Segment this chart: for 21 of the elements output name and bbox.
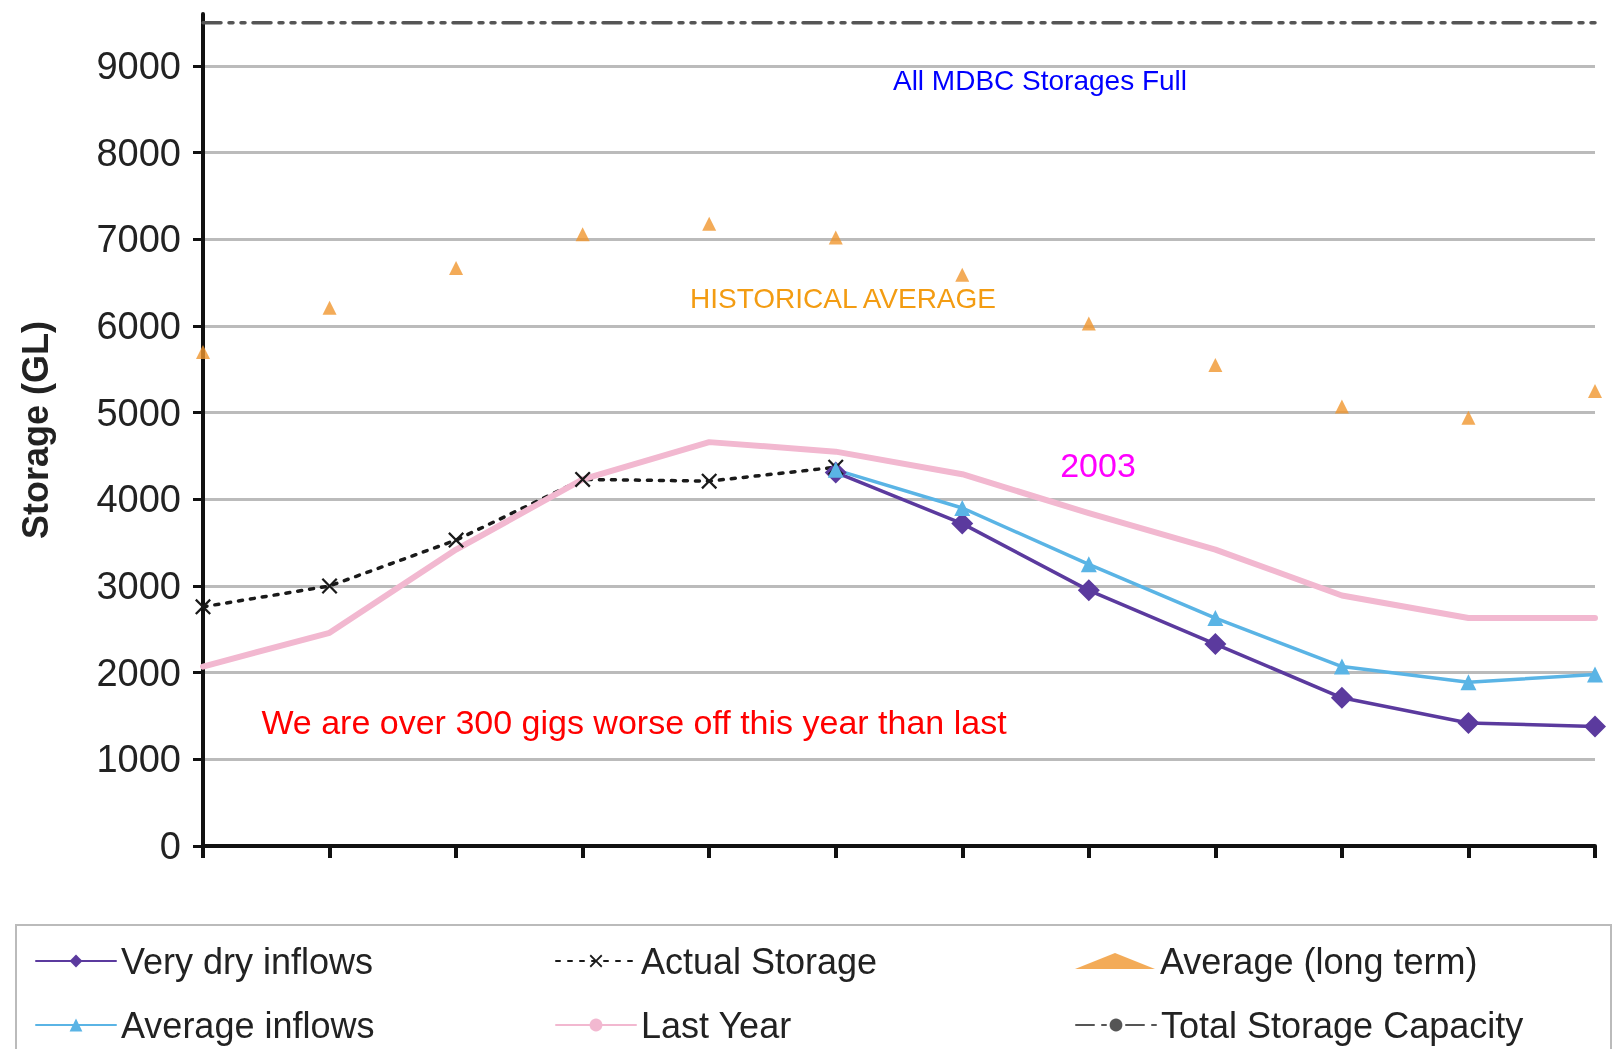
y-tick-label: 3000	[96, 565, 181, 607]
annotation: All MDBC Storages Full	[892, 64, 1188, 96]
y-tick-label: 1000	[96, 738, 181, 781]
y-tick-label: 4000	[96, 478, 181, 521]
y-tick-label: 7000	[96, 218, 181, 261]
legend-label: Total Storage Capacity	[1161, 1004, 1524, 1046]
legend-label: Last Year	[641, 1004, 792, 1046]
y-tick-label: 5000	[96, 391, 181, 434]
y-tick-label: 8000	[96, 131, 181, 174]
annotation: HISTORICAL AVERAGE	[689, 282, 997, 314]
y-tick-label: 0	[159, 825, 181, 867]
legend-label: Very dry inflows	[121, 940, 374, 982]
y-tick-label: 9000	[96, 45, 181, 87]
y-tick-label: 2000	[96, 651, 181, 694]
y-axis-title: Storage (GL)	[14, 320, 56, 540]
legend-label: Average inflows	[121, 1004, 375, 1046]
annotation: We are over 300 gigs worse off this year than last	[261, 703, 1008, 741]
annotation: 2003	[1060, 446, 1136, 484]
legend-label: Average (long term)	[1160, 940, 1478, 982]
y-tick-label: 6000	[96, 305, 181, 347]
legend-label: Actual Storage	[641, 940, 878, 982]
